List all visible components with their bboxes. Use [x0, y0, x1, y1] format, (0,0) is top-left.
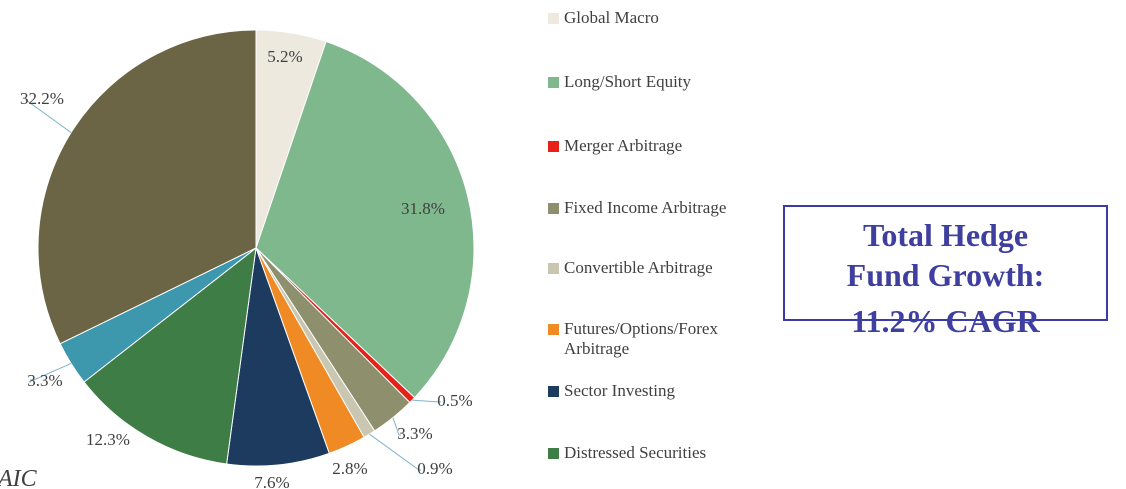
legend-item: Distressed Securities	[548, 443, 778, 463]
legend-swatch	[548, 77, 559, 88]
data-label: 32.2%	[20, 89, 64, 108]
legend-item: Sector Investing	[548, 381, 778, 401]
leader-line	[369, 433, 421, 471]
pie-slice	[226, 247, 330, 467]
annotation-line: 11.2% CAGR	[851, 303, 1040, 339]
legend-label: Global Macro	[564, 8, 659, 27]
data-label: 5.2%	[267, 47, 302, 66]
legend-label: Fixed Income Arbitrage	[564, 198, 727, 217]
legend-label: Long/Short Equity	[564, 72, 692, 91]
legend-item: Global Macro	[548, 8, 778, 28]
legend-label: Convertible Arbitrage	[564, 258, 713, 277]
annotation-line: Fund Growth:	[846, 257, 1045, 293]
data-label: 0.9%	[417, 459, 452, 478]
legend-label: Sector Investing	[564, 381, 675, 400]
legend-swatch	[548, 13, 559, 24]
leader-line	[392, 417, 401, 436]
data-label: 2.8%	[332, 459, 367, 478]
legend-item: Futures/Options/Forex Arbitrage	[548, 319, 778, 359]
source: AIC	[0, 466, 37, 489]
legend-item: Fixed Income Arbitrage	[548, 198, 778, 218]
data-label: 3.3%	[397, 424, 432, 443]
legend-swatch	[548, 141, 559, 152]
leader-line	[412, 399, 441, 403]
annotation-box: Total Hedge Fund Growth: 11.2% CAGR	[783, 205, 1108, 339]
data-label: 31.8%	[401, 199, 445, 218]
legend-label: Distressed Securities	[564, 443, 707, 462]
legend-swatch	[548, 386, 559, 397]
legend-label: Merger Arbitrage	[564, 136, 683, 155]
annotation-line: Total Hedge	[862, 217, 1029, 253]
leader-line	[28, 363, 72, 383]
legend-item: Long/Short Equity	[548, 72, 778, 92]
data-label: 12.3%	[86, 430, 130, 449]
legend-item: Merger Arbitrage	[548, 136, 778, 156]
data-label: 7.6%	[254, 473, 289, 489]
data-label: 3.3%	[27, 371, 62, 390]
legend-swatch	[548, 263, 559, 274]
legend-swatch	[548, 324, 559, 335]
legend-label: Futures/Options/Forex Arbitrage	[564, 319, 718, 358]
legend-swatch	[548, 448, 559, 459]
pie-slice	[37, 29, 257, 345]
pie-slice	[255, 40, 475, 399]
data-label: 0.5%	[437, 391, 472, 410]
legend-swatch	[548, 203, 559, 214]
legend-item: Convertible Arbitrage	[548, 258, 778, 278]
pie-slice	[83, 246, 257, 465]
leader-line	[24, 99, 72, 133]
